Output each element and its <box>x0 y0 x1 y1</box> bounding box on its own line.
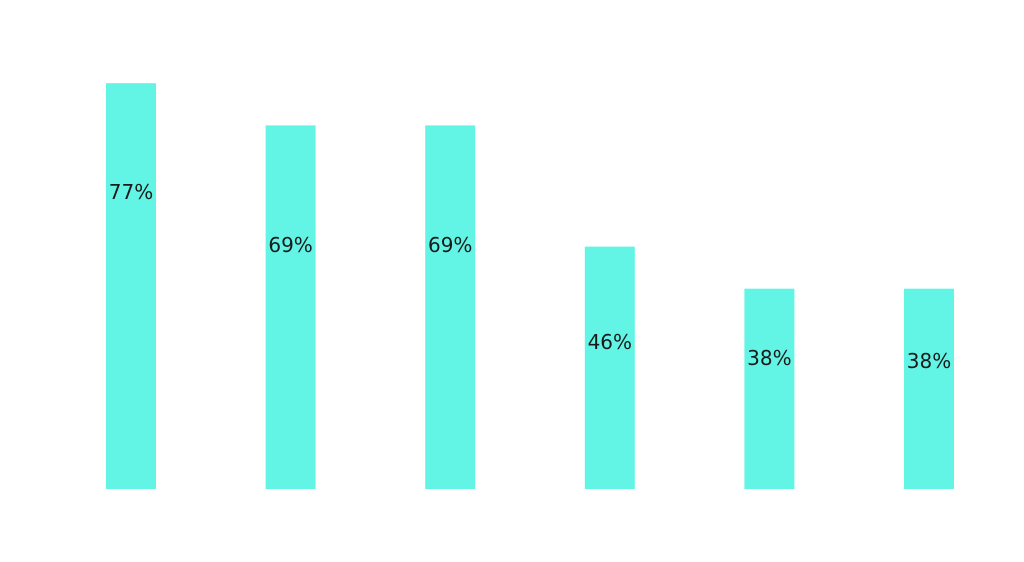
labels-group: 77% 69% 69% 46% 38% 38% <box>109 180 951 373</box>
bar-2 <box>265 125 316 490</box>
bar-value-label-4: 46% <box>588 330 632 354</box>
bar-value-label-3: 69% <box>428 233 472 257</box>
bar-value-label-6: 38% <box>907 349 951 373</box>
bar-value-label-2: 69% <box>268 233 312 257</box>
bars-group <box>106 83 954 490</box>
bar-value-label-1: 77% <box>109 180 153 204</box>
bar-6 <box>904 288 954 489</box>
bar-4 <box>584 246 635 489</box>
bar-value-label-5: 38% <box>747 346 791 370</box>
bar-1 <box>106 83 156 489</box>
bar-5 <box>744 288 795 489</box>
bar-3 <box>425 125 476 490</box>
